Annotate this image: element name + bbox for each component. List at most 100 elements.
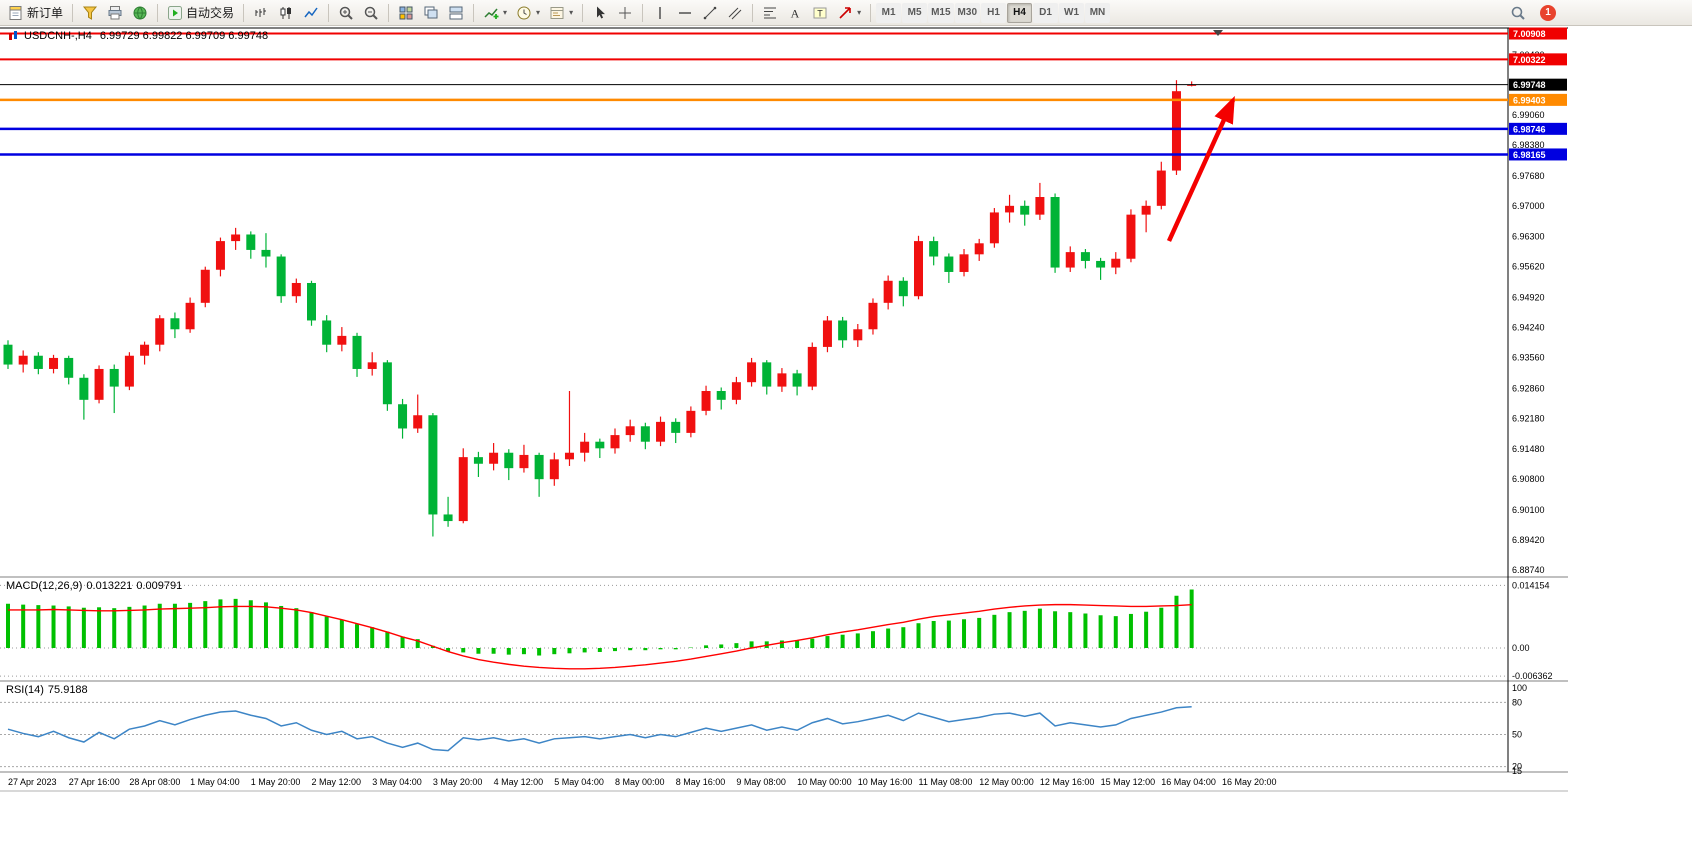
search-button[interactable] — [1506, 2, 1530, 24]
price-tick-label: 6.90100 — [1512, 505, 1545, 515]
price-tag-label: 7.00322 — [1513, 55, 1546, 65]
zoom-in-button[interactable] — [334, 2, 358, 24]
notification-badge[interactable]: 1 — [1540, 4, 1556, 21]
ohlc-values: 6.99729 6.99822 6.99709 6.99748 — [99, 30, 269, 42]
price-tag[interactable] — [1509, 93, 1567, 106]
timeframe-m5[interactable]: M5 — [902, 2, 928, 23]
candle-body — [974, 243, 984, 255]
time-axis-label: 27 Apr 2023 — [8, 777, 57, 787]
macd-signal-line — [8, 603, 1192, 670]
macd-main-value: 0.013221 — [86, 580, 133, 592]
templates-button[interactable]: ▾ — [545, 2, 577, 24]
vline-button[interactable] — [648, 2, 672, 24]
market-watch-button[interactable] — [128, 2, 152, 24]
price-tag[interactable] — [1509, 78, 1567, 91]
auto-trading-button[interactable]: 自动交易 — [163, 2, 238, 24]
time-axis-label: 27 Apr 16:00 — [69, 777, 120, 787]
text-label-icon: T — [813, 7, 827, 18]
cursor-icon — [597, 6, 606, 18]
periods-button[interactable]: ▾ — [512, 2, 544, 24]
time-axis-label: 16 May 20:00 — [1222, 777, 1277, 787]
cascade-button[interactable] — [419, 2, 443, 24]
time-axis-label: 1 May 20:00 — [251, 777, 301, 787]
candle-body — [1065, 252, 1075, 268]
price-tag[interactable] — [1509, 122, 1567, 135]
timeframe-mn[interactable]: MN — [1085, 2, 1110, 23]
chart-shift-marker — [1213, 30, 1223, 36]
price-tag-label: 6.99403 — [1513, 95, 1546, 105]
candle-body — [747, 362, 757, 383]
candle-body — [170, 318, 180, 330]
candle-body — [868, 302, 878, 330]
candle-body — [1171, 91, 1181, 171]
rsi-scale-label: 80 — [1512, 697, 1522, 707]
chart-window: 7.004206.997406.990606.983806.976806.970… — [0, 26, 1568, 792]
channel-button[interactable] — [723, 2, 747, 24]
timeframe-d1[interactable]: D1 — [1033, 2, 1058, 23]
tile-windows-button[interactable] — [394, 2, 418, 24]
candle-body — [291, 282, 301, 297]
timeframe-m1[interactable]: M1 — [876, 2, 902, 23]
candle-body — [49, 357, 59, 369]
candle-body — [109, 368, 119, 387]
timeframe-m15[interactable]: M15 — [928, 2, 954, 23]
text-button[interactable]: A — [783, 2, 807, 24]
time-axis-label: 3 May 20:00 — [433, 777, 483, 787]
vline-icon — [659, 6, 661, 19]
profiles-button[interactable] — [103, 2, 127, 24]
timeframe-h1[interactable]: H1 — [981, 2, 1006, 23]
candle-body — [3, 344, 13, 365]
candle-body — [519, 454, 529, 469]
chart-plot-area[interactable]: 7.004206.997406.990606.983806.976806.970… — [0, 26, 1568, 792]
chevron-down-icon: ▾ — [857, 8, 862, 17]
timeframe-h4[interactable]: H4 — [1007, 2, 1032, 23]
candle-body — [140, 344, 150, 356]
symbol-name: USDCNH-,H4 — [24, 30, 92, 42]
price-tag[interactable] — [1509, 148, 1567, 161]
zoom-in-icon — [339, 6, 353, 20]
candle-body — [352, 335, 362, 369]
line-chart-button[interactable] — [299, 2, 323, 24]
indicators-button[interactable]: ▾ — [479, 2, 511, 24]
bar-chart-button[interactable] — [249, 2, 273, 24]
macd-signal-value: 0.009791 — [136, 580, 183, 592]
new-order-button[interactable]: 新订单 — [4, 2, 67, 24]
fibonacci-button[interactable] — [758, 2, 782, 24]
arrange-button[interactable] — [444, 2, 468, 24]
candle-body — [337, 335, 347, 345]
candle-body — [1126, 214, 1136, 259]
price-tick-label: 6.99060 — [1512, 110, 1545, 120]
crosshair-button[interactable] — [613, 2, 637, 24]
cursor-button[interactable] — [588, 2, 612, 24]
zoom-out-icon — [364, 6, 378, 20]
candle-body — [701, 391, 711, 411]
candle-body — [1096, 260, 1106, 268]
trend-arrow[interactable] — [1166, 95, 1236, 242]
hline-button[interactable] — [673, 2, 697, 24]
candle-body — [33, 355, 43, 369]
charts-button[interactable] — [78, 2, 102, 24]
timeframe-m30[interactable]: M30 — [954, 2, 980, 23]
candle-body — [215, 241, 225, 270]
candle-body — [807, 346, 817, 387]
price-tag-label: 7.00908 — [1513, 29, 1546, 39]
candle-body — [231, 234, 241, 242]
timeframe-w1[interactable]: W1 — [1059, 2, 1084, 23]
macd-scale-label: -0.006362 — [1512, 671, 1553, 681]
play-icon — [168, 5, 183, 20]
price-tick-label: 6.92180 — [1512, 413, 1545, 423]
candle-body — [261, 249, 271, 257]
candle-body — [94, 368, 104, 400]
shapes-button[interactable]: ▾ — [833, 2, 865, 24]
price-tag[interactable] — [1509, 27, 1567, 40]
candle-body — [124, 355, 134, 387]
time-axis-label: 4 May 12:00 — [494, 777, 544, 787]
label-button[interactable]: T — [808, 2, 832, 24]
candle-chart-button[interactable] — [274, 2, 298, 24]
zoom-out-button[interactable] — [359, 2, 383, 24]
auto-trading-button-label: 自动交易 — [186, 6, 235, 20]
price-tag[interactable] — [1509, 53, 1567, 66]
toolbar-separator — [642, 3, 644, 22]
crosshair-icon — [619, 6, 632, 19]
trendline-button[interactable] — [698, 2, 722, 24]
